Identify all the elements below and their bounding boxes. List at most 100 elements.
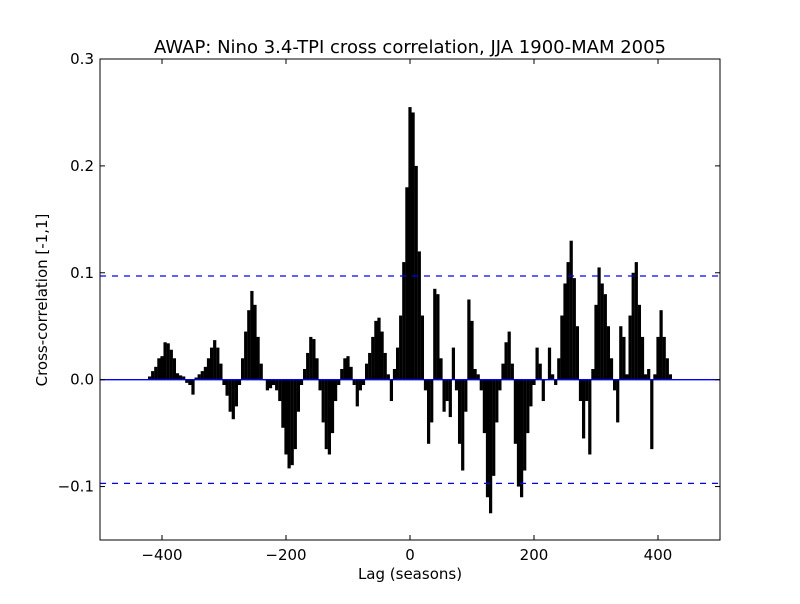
xcorr-bar bbox=[507, 331, 511, 380]
xcorr-bar bbox=[265, 379, 270, 391]
xcorr-bar bbox=[324, 379, 328, 450]
xcorr-bar bbox=[287, 379, 291, 469]
xcorr-bar bbox=[402, 262, 406, 380]
xcorr-bar bbox=[597, 267, 601, 380]
xcorr-bar bbox=[433, 288, 437, 380]
xcorr-bar bbox=[405, 187, 409, 380]
xcorr-bar bbox=[498, 379, 502, 391]
xcorr-bar bbox=[296, 379, 301, 412]
xcorr-bar bbox=[340, 368, 344, 380]
xcorr-bar bbox=[302, 368, 307, 380]
xcorr-bar bbox=[640, 336, 645, 380]
xcorr-bar bbox=[225, 379, 229, 396]
xcorr-bar bbox=[160, 356, 164, 380]
xcorr-bar bbox=[203, 366, 208, 380]
xcorr-bar bbox=[380, 331, 384, 380]
xcorr-bar bbox=[306, 352, 310, 380]
xcorr-bar bbox=[647, 368, 651, 380]
xcorr-bar bbox=[222, 379, 226, 386]
xcorr-bar bbox=[383, 352, 387, 380]
plot-frame bbox=[99, 58, 721, 541]
y-tick-label: 0.3 bbox=[70, 50, 94, 68]
x-tick-label: 400 bbox=[644, 546, 673, 564]
xcorr-bar bbox=[315, 358, 319, 380]
xcorr-bar bbox=[532, 379, 536, 386]
xcorr-bar bbox=[364, 363, 369, 380]
xcorr-bar bbox=[361, 379, 366, 386]
xcorr-bar bbox=[250, 290, 254, 380]
xcorr-bar bbox=[247, 310, 251, 380]
xcorr-bar bbox=[244, 331, 248, 380]
xcorr-bar bbox=[281, 379, 285, 428]
x-axis-label: Lag (seasons) bbox=[358, 565, 462, 583]
xcorr-bar bbox=[327, 379, 332, 455]
xcorr-bar bbox=[631, 272, 635, 380]
xcorr-bar bbox=[572, 278, 576, 380]
xcorr-bar bbox=[603, 294, 607, 380]
xcorr-bar bbox=[445, 379, 449, 402]
xcorr-bar bbox=[470, 320, 474, 380]
xcorr-bar bbox=[355, 379, 359, 407]
xcorr-bar bbox=[408, 107, 412, 380]
xcorr-bar bbox=[278, 379, 282, 402]
xcorr-bar bbox=[377, 317, 381, 380]
xcorr-bar bbox=[374, 320, 378, 380]
y-tick-label: −0.1 bbox=[58, 478, 94, 496]
xcorr-bar bbox=[352, 379, 356, 386]
xcorr-bar bbox=[637, 304, 642, 380]
xcorr-bar bbox=[194, 377, 198, 380]
xcorr-bar bbox=[643, 374, 648, 380]
xcorr-bar bbox=[575, 326, 580, 380]
xcorr-bar bbox=[588, 379, 592, 455]
xcorr-bar bbox=[569, 240, 573, 380]
xcorr-bar bbox=[523, 379, 527, 471]
xcorr-bar bbox=[516, 379, 521, 487]
xcorr-bar bbox=[650, 379, 654, 450]
xcorr-bar bbox=[346, 356, 350, 380]
xcorr-bar bbox=[349, 366, 353, 380]
x-tick-label: −200 bbox=[265, 546, 306, 564]
xcorr-bar bbox=[541, 379, 545, 402]
xcorr-bar bbox=[606, 326, 611, 380]
xcorr-bar bbox=[259, 363, 263, 380]
y-tick-label: 0.2 bbox=[70, 157, 94, 175]
xcorr-bar bbox=[330, 379, 335, 434]
y-tick-label: 0.1 bbox=[70, 264, 94, 282]
xcorr-bar bbox=[550, 374, 555, 380]
xcorr-bar bbox=[399, 315, 403, 380]
xcorr-bar bbox=[451, 347, 456, 380]
xcorr-bar bbox=[157, 358, 161, 380]
xcorr-bar bbox=[439, 358, 443, 380]
xcorr-bar bbox=[426, 379, 431, 444]
xcorr-bar bbox=[309, 336, 313, 380]
xcorr-bar bbox=[591, 368, 595, 380]
xcorr-bar bbox=[240, 358, 245, 380]
xcorr-bar bbox=[299, 379, 304, 386]
x-tick-label: −400 bbox=[141, 546, 182, 564]
xcorr-bar bbox=[554, 379, 558, 386]
xcorr-bar bbox=[600, 283, 604, 380]
xcorr-bar bbox=[612, 379, 617, 391]
xcorr-bar bbox=[479, 379, 483, 391]
xcorr-bar bbox=[461, 379, 465, 471]
xcorr-bar bbox=[495, 379, 499, 423]
xcorr-bar bbox=[337, 379, 341, 386]
xcorr-bar bbox=[293, 379, 297, 450]
xcorr-bar bbox=[485, 379, 490, 498]
xcorr-bar bbox=[216, 347, 220, 380]
xcorr-bar bbox=[578, 379, 583, 402]
xcorr-bar bbox=[482, 379, 487, 434]
xcorr-bar bbox=[185, 379, 189, 383]
xcorr-bar bbox=[178, 375, 183, 380]
xcorr-bar bbox=[581, 379, 586, 439]
xcorr-bar bbox=[389, 379, 394, 402]
xcorr-bar bbox=[271, 379, 276, 386]
xcorr-bar bbox=[547, 347, 552, 380]
xcorr-bar bbox=[504, 342, 508, 380]
xcorr-bar bbox=[371, 336, 375, 380]
xcorr-bar bbox=[457, 379, 462, 444]
xcorr-bar bbox=[538, 363, 542, 380]
xcorr-bar bbox=[206, 358, 211, 380]
